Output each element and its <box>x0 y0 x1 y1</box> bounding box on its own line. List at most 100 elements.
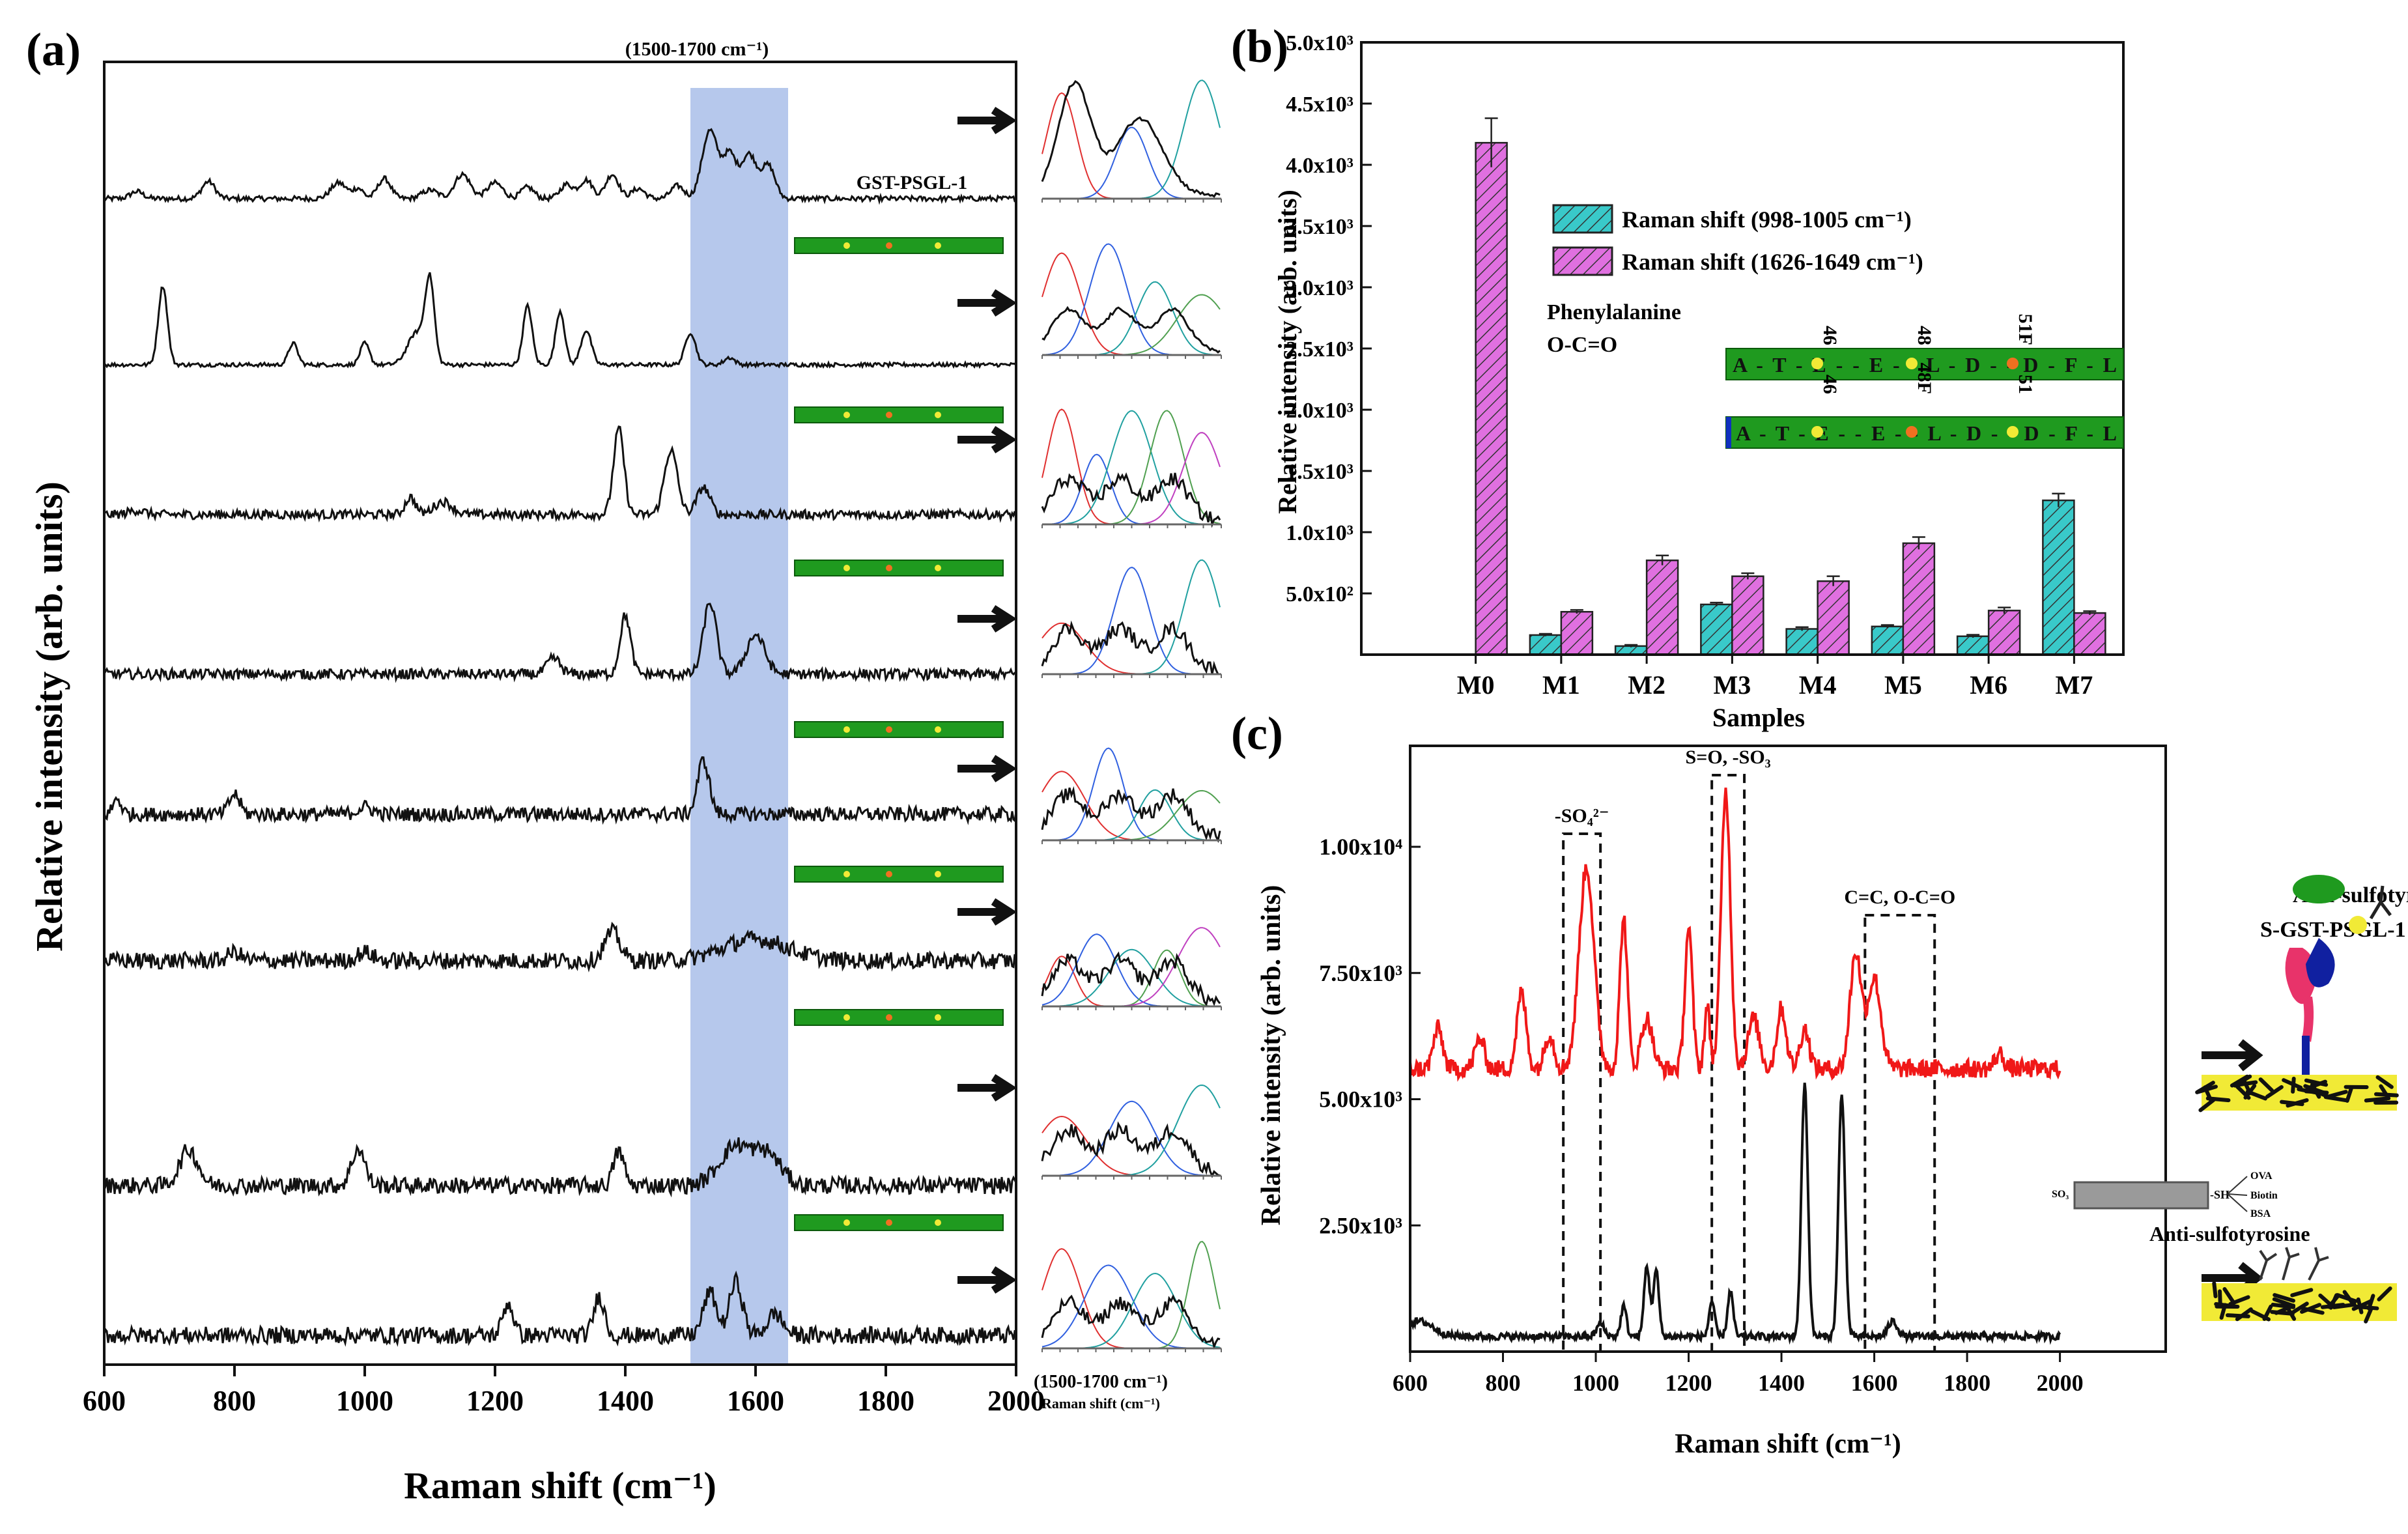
substrate-grain <box>2222 1286 2235 1303</box>
arrow-right-icon <box>957 425 1017 454</box>
inset-1 <box>1041 79 1222 203</box>
x-tick-label: M7 <box>2055 670 2093 700</box>
fit-component <box>1042 126 1220 199</box>
sequence-bar <box>1725 416 2124 449</box>
bar-M3-magenta <box>1731 575 1764 656</box>
y-tick-label: 2.0x10³ <box>1286 399 1353 423</box>
substrate-grain <box>2203 1085 2213 1102</box>
panel-label-a: (a) <box>26 23 81 76</box>
substrate-grain <box>2290 1288 2314 1298</box>
spectrum-trace-4 <box>103 603 1017 683</box>
substrate-grain <box>2265 1085 2284 1099</box>
panel-b-y-axis-label: Relative intensity (arb. units) <box>1273 190 1302 514</box>
scheme-title-bottom: Anti-sulfotyrosine <box>2149 1222 2310 1245</box>
inset-arrows <box>957 106 1017 1294</box>
arrow-right-icon <box>957 1073 1017 1102</box>
panel-b: 5.0x10² 1.0x10³ 1.5x10³ 2.0x10³ 2.5x10³ 3.0x1… <box>1273 31 2125 732</box>
panel-b-legend: Raman shift (998-1005 cm⁻¹) Raman shift … <box>1552 204 1923 276</box>
fit-component <box>1041 771 1220 841</box>
panel-a-frame <box>103 61 1017 1366</box>
site-marker <box>843 1014 850 1021</box>
substrate-grain <box>2282 1078 2303 1090</box>
inset-2 <box>1041 243 1222 359</box>
antibody-y-icon <box>2369 885 2392 920</box>
site-marker <box>886 565 892 571</box>
x-tick-label: M1 <box>1542 670 1580 700</box>
panel-a-traces <box>103 128 1017 1347</box>
y-tick-label: 2.5x10³ <box>1286 337 1353 362</box>
site-marker <box>935 242 941 249</box>
fit-component <box>1042 1084 1221 1176</box>
error-bar <box>1826 575 1840 586</box>
substrate-grain <box>2273 1293 2295 1303</box>
substrate-grain <box>2272 1297 2295 1308</box>
y-tick-label: 4.0x10³ <box>1286 154 1353 178</box>
site-marker <box>843 726 850 733</box>
inset-trace <box>1041 786 1221 844</box>
y-tick-label: 1.00x10⁴ <box>1319 834 1402 860</box>
error-bar <box>2052 492 2065 507</box>
spectrum-trace-1 <box>103 128 1017 205</box>
substrate-grain <box>2233 1080 2258 1087</box>
site-marker <box>843 871 850 877</box>
inset-x-label: Raman shift (cm⁻¹) <box>1041 1395 1160 1412</box>
fit-component <box>1041 408 1220 525</box>
x-tick-label: M6 <box>1970 670 2007 700</box>
y-tick-label: 3.0x10³ <box>1286 276 1353 300</box>
y-tick-label: 3.5x10³ <box>1286 215 1353 239</box>
sequence-bar <box>1725 348 2124 380</box>
annotation-phenylalanine: Phenylalanine <box>1547 300 1681 324</box>
fit-component <box>1041 1115 1220 1176</box>
x-tick-label: 1800 <box>857 1385 914 1417</box>
x-tick-label: M0 <box>1457 670 1495 700</box>
legend-swatch-cyan <box>1552 204 1613 234</box>
sequence-strip <box>794 1214 1004 1231</box>
y-tick-label: 5.0x10³ <box>1286 31 1353 55</box>
bar-M6-cyan <box>1956 635 1990 656</box>
inset-trace <box>1041 305 1221 354</box>
substrate-grain <box>2304 1078 2329 1087</box>
x-tick-label: 800 <box>213 1385 256 1417</box>
sequence-strip <box>794 1009 1004 1026</box>
bar-M5-cyan <box>1871 625 1905 656</box>
substrate-grain <box>2290 1301 2309 1315</box>
x-tick-label: M5 <box>1884 670 1922 700</box>
x-tick-label: 600 <box>83 1385 126 1417</box>
spectrum-trace-6 <box>103 921 1017 973</box>
panel-b-x-axis-label: Samples <box>1712 703 1805 732</box>
bar-M4-magenta <box>1817 580 1850 656</box>
spectrum-trace-red <box>1409 788 2061 1082</box>
x-tick-label: 1400 <box>597 1385 654 1417</box>
substrate-grain <box>2212 1281 2218 1299</box>
bar-M2-magenta <box>1645 559 1679 656</box>
bar-M1-cyan <box>1529 634 1563 656</box>
panel-c-y-axis-label: Relative intensity (arb. units) <box>1256 885 1286 1226</box>
panel-a: 600 800 1000 1200 1400 1600 1800 2000 (1500-170… <box>28 38 1222 1507</box>
sequence-strips <box>794 237 1004 1231</box>
sequence-strip <box>794 237 1004 254</box>
error-bar <box>1880 624 1894 629</box>
fit-component <box>1042 410 1221 525</box>
site-marker-48 <box>1906 426 1918 438</box>
annotation-ocxo: O-C=O <box>1547 333 1617 357</box>
arrow-right-icon <box>957 289 1017 317</box>
error-bar <box>1741 572 1755 580</box>
spectrum-trace-3 <box>104 425 1017 523</box>
highlight-box <box>1562 832 1602 1353</box>
site-marker <box>935 412 941 418</box>
site-marker <box>935 565 941 571</box>
highlight-band <box>690 88 788 1365</box>
sequence-strip <box>794 721 1004 738</box>
panel-b-y-ticks: 5.0x10² 1.0x10³ 1.5x10³ 2.0x10³ 2.5x10³ 3.0x1… <box>1286 31 1372 606</box>
legend-swatch-magenta <box>1552 246 1613 276</box>
site-marker <box>935 726 941 733</box>
arrow-right-icon <box>957 898 1017 926</box>
box-label: -SO₄²⁻ <box>1555 805 1609 827</box>
legend-label-magenta: Raman shift (1626-1649 cm⁻¹) <box>1622 249 1923 275</box>
inset-6 <box>1041 927 1222 1010</box>
antibody-shape <box>2293 875 2345 903</box>
site-marker <box>886 1014 892 1021</box>
x-tick-label: 1600 <box>727 1385 784 1417</box>
substrate-grain <box>2262 1304 2273 1321</box>
x-tick-label: 1000 <box>336 1385 393 1417</box>
